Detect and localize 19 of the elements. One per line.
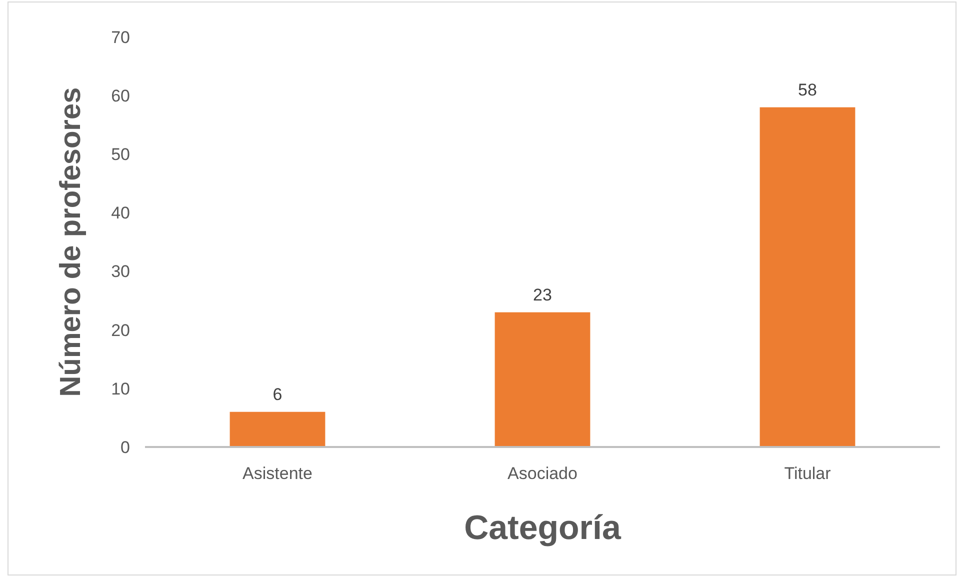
data-label: 58 xyxy=(798,80,817,100)
x-tick-label: Asistente xyxy=(242,464,312,483)
y-tick-label: 30 xyxy=(111,262,130,282)
y-tick-label: 60 xyxy=(111,86,130,106)
x-tick-label: Titular xyxy=(784,464,832,483)
y-tick-label: 70 xyxy=(111,28,130,47)
x-axis-title: Categoría xyxy=(464,509,622,547)
y-tick-label: 10 xyxy=(111,379,130,398)
bar xyxy=(760,107,856,447)
y-tick-label: 50 xyxy=(111,145,130,164)
y-tick-label: 0 xyxy=(120,438,130,457)
bar xyxy=(494,312,590,447)
y-axis-title: Número de profesores xyxy=(55,87,87,397)
y-tick-label: 20 xyxy=(111,320,130,340)
data-label: 23 xyxy=(533,285,552,304)
data-label: 6 xyxy=(272,384,282,404)
bar xyxy=(230,412,326,447)
y-tick-label: 40 xyxy=(111,204,130,223)
x-tick-label: Asociado xyxy=(508,464,578,483)
